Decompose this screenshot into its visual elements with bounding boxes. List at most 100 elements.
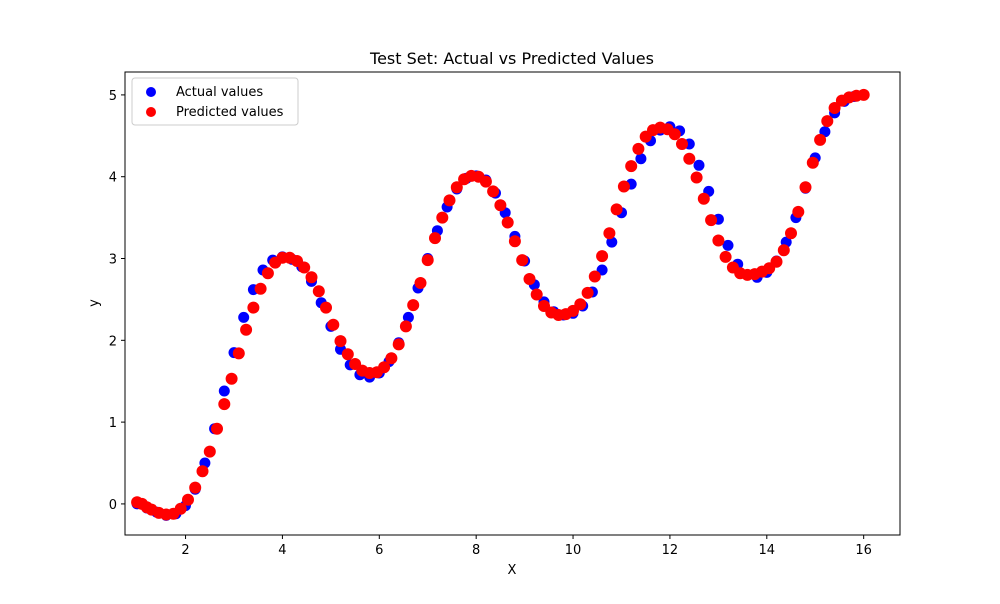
legend-label-predicted: Predicted values [176, 105, 284, 120]
predicted-point [806, 156, 819, 169]
y-tick-label: 5 [109, 89, 117, 104]
y-tick-label: 2 [109, 334, 117, 349]
predicted-point [697, 192, 710, 205]
predicted-point [429, 232, 441, 245]
predicted-point [588, 270, 601, 283]
predicted-point [479, 175, 492, 188]
predicted-point [785, 227, 797, 240]
predicted-point [436, 211, 449, 224]
predicted-point [254, 282, 267, 295]
x-tick-label: 6 [375, 543, 383, 558]
x-tick-label: 4 [278, 543, 286, 558]
predicted-point [225, 372, 238, 385]
predicted-point [705, 214, 718, 227]
predicted-point [581, 286, 594, 299]
predicted-point [399, 320, 412, 333]
x-tick-label: 10 [565, 543, 582, 558]
y-tick-label: 4 [109, 171, 117, 186]
predicted-point [312, 285, 325, 298]
predicted-point [443, 194, 456, 207]
predicted-point [770, 255, 783, 268]
x-tick-label: 8 [472, 543, 480, 558]
predicted-point [203, 445, 216, 458]
predicted-point [494, 199, 507, 212]
predicted-point [508, 235, 521, 248]
predicted-point [320, 301, 332, 314]
predicted-point [232, 347, 245, 360]
series-predicted [131, 88, 870, 521]
y-tick-label: 3 [109, 253, 117, 268]
x-tick-label: 16 [855, 543, 872, 558]
predicted-point [240, 323, 253, 336]
predicted-point [327, 318, 340, 331]
legend-label-actual: Actual values [176, 85, 263, 100]
predicted-point [603, 227, 616, 240]
predicted-point [298, 261, 311, 274]
predicted-point [211, 422, 223, 435]
x-tick-label: 2 [181, 543, 189, 558]
predicted-point [712, 234, 725, 247]
predicted-point [421, 254, 434, 267]
y-tick-label: 1 [109, 416, 117, 431]
actual-point [606, 236, 618, 248]
plot-area-frame [124, 71, 901, 536]
predicted-point [814, 133, 827, 146]
predicted-point [305, 271, 318, 284]
predicted-point [392, 338, 405, 351]
predicted-point [414, 277, 427, 289]
predicted-point [261, 267, 274, 280]
predicted-point [857, 88, 870, 101]
predicted-point [690, 171, 703, 184]
predicted-point [378, 361, 391, 374]
predicted-point [719, 250, 732, 263]
y-tick-label: 0 [109, 498, 117, 513]
predicted-point [196, 465, 209, 478]
actual-point [693, 159, 705, 171]
points-layer [131, 88, 870, 521]
predicted-point [617, 180, 630, 193]
predicted-point [632, 142, 645, 155]
predicted-point [610, 203, 623, 216]
x-tick-label: 12 [662, 543, 679, 558]
predicted-point [247, 301, 260, 314]
legend-marker-actual [146, 87, 156, 97]
actual-point [635, 153, 647, 165]
x-axis: 2 4 6 8 10 12 14 16 [181, 535, 872, 558]
predicted-point [625, 160, 638, 173]
predicted-point [530, 288, 543, 301]
y-axis-label: y [87, 299, 102, 307]
predicted-point [523, 273, 536, 285]
predicted-point [676, 138, 688, 150]
predicted-point [385, 352, 398, 365]
actual-point [402, 311, 414, 323]
predicted-point [668, 128, 681, 141]
predicted-point [777, 244, 790, 257]
predicted-point [821, 115, 834, 128]
y-axis: 0 1 2 3 4 5 [109, 89, 125, 513]
chart-title: Test Set: Actual vs Predicted Values [369, 49, 654, 68]
x-axis-label: X [508, 563, 517, 578]
legend: Actual values Predicted values [131, 77, 299, 126]
predicted-point [799, 181, 812, 194]
legend-box [131, 77, 299, 126]
predicted-point [189, 481, 202, 494]
predicted-point [174, 502, 187, 515]
predicted-point [450, 181, 463, 194]
predicted-point [341, 348, 354, 361]
predicted-point [487, 185, 500, 198]
predicted-point [218, 398, 231, 411]
actual-point [238, 311, 250, 323]
x-tick-label: 14 [759, 543, 776, 558]
predicted-point [516, 254, 529, 267]
predicted-point [683, 152, 696, 165]
actual-point [218, 385, 230, 397]
actual-point [722, 239, 734, 251]
predicted-point [334, 335, 347, 348]
predicted-point [792, 205, 805, 218]
predicted-point [182, 493, 194, 506]
predicted-point [501, 216, 514, 229]
legend-marker-predicted [146, 107, 156, 117]
predicted-point [574, 298, 587, 311]
